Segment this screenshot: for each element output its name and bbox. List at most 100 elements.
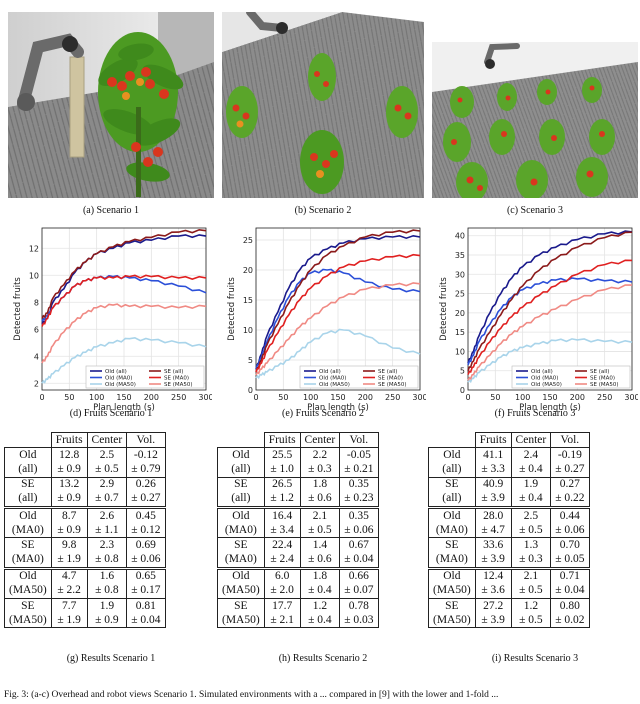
legend-box	[511, 365, 631, 389]
series-line-se-ma0	[467, 259, 633, 375]
cell-mean: 2.3	[86, 537, 127, 553]
cell-mean: 0.70	[550, 537, 590, 553]
row-label: SE	[217, 537, 265, 553]
cell-std: ± 0.8	[86, 583, 127, 599]
cell-mean: 4.7	[50, 566, 88, 584]
cell-mean: 2.9	[86, 476, 127, 492]
row-label: Old	[428, 447, 476, 463]
legend-label-old-ma50: Old (MA50)	[105, 382, 136, 388]
cell-std: ± 0.7	[86, 491, 127, 508]
cell-mean: 1.6	[86, 566, 127, 584]
cell-std: ± 0.5	[510, 523, 551, 538]
results-table-scenario-2: Fruits Center Vol. Old 25.5 2.2 -0.05 (all) ± 1.…	[217, 431, 379, 629]
legend-label-old-all: Old (all)	[105, 369, 127, 375]
plot-frame	[41, 227, 207, 391]
y-tick-label: 10	[455, 347, 465, 356]
cell-mean: 6.0	[263, 566, 301, 584]
x-tick-label: 150	[542, 393, 557, 402]
cell-std: ± 0.79	[126, 462, 166, 478]
caption-results-3: (i) Results Scenario 3	[491, 653, 579, 664]
cell-std: ± 0.27	[550, 462, 590, 478]
cell-std: ± 0.27	[126, 491, 166, 508]
cell-mean: 7.7	[50, 598, 88, 614]
figure-caption: Fig. 3: (a-c) Overhead and robot views S…	[4, 690, 636, 704]
results-table-scenario-3: Fruits Center Vol. Old 41.1 2.4 -0.19 (all) ± 3.…	[428, 431, 590, 629]
y-tick-label: 30	[455, 270, 465, 279]
series-line-se-ma50	[41, 303, 207, 364]
legend-label-se-ma0: SE (MA0)	[590, 376, 615, 382]
x-tick-label: 300	[198, 393, 212, 402]
row-label: (MA0)	[428, 523, 476, 538]
row-label: (all)	[217, 462, 265, 478]
row-label: Old	[4, 566, 52, 584]
cell-std: ± 0.03	[339, 613, 379, 629]
y-tick-label: 10	[29, 271, 39, 280]
row-label: SE	[4, 598, 52, 614]
cell-mean: 27.2	[474, 598, 512, 614]
cell-mean: 12.4	[474, 566, 512, 584]
legend-label-se-ma0: SE (MA0)	[164, 376, 189, 382]
y-tick-label: 15	[455, 328, 465, 337]
y-tick-label: 5	[460, 367, 465, 376]
y-tick-label: 8	[34, 298, 39, 307]
x-tick-label: 300	[412, 393, 426, 402]
series-line-old-ma0	[467, 277, 633, 366]
caption-scenario-1: (a) Scenario 1	[82, 205, 140, 216]
cell-mean: 26.5	[263, 476, 301, 492]
x-tick-label: 200	[358, 393, 373, 402]
cell-mean: -0.12	[126, 447, 166, 463]
cell-mean: 2.5	[86, 447, 127, 463]
legend-label-old-all: Old (all)	[319, 369, 341, 375]
cell-std: ± 0.9	[50, 491, 88, 508]
cell-mean: 0.81	[126, 598, 166, 614]
y-tick-label: 20	[455, 309, 465, 318]
row-label: (MA0)	[4, 523, 52, 538]
column-header: Center	[86, 431, 127, 448]
cell-std: ± 2.0	[263, 583, 301, 599]
row-label: SE	[428, 598, 476, 614]
cell-std: ± 0.02	[550, 613, 590, 629]
x-tick-label: 150	[116, 393, 131, 402]
cell-std: ± 4.7	[474, 523, 512, 538]
cell-std: ± 0.6	[299, 552, 340, 569]
series-line-old-ma50	[255, 328, 421, 380]
cell-std: ± 0.9	[86, 613, 127, 629]
fruits-chart-scenario-1: 2 4 6 8 10 12 0 50 100 150 200 250 300 Plan length (s…	[13, 227, 212, 412]
column-header: Center	[510, 431, 551, 448]
row-label: SE	[217, 598, 265, 614]
cell-mean: 1.9	[86, 598, 127, 614]
y-axis-label: Detected fruits	[227, 277, 237, 341]
row-label: (all)	[428, 462, 476, 478]
series-line-se-all	[41, 228, 207, 319]
cell-mean: 2.2	[299, 447, 340, 463]
row-label: (all)	[4, 491, 52, 508]
row-label: (MA50)	[428, 583, 476, 599]
series-line-old-all	[467, 230, 633, 364]
x-tick-label: 0	[465, 393, 470, 402]
x-axis-label: Plan length (s)	[519, 403, 581, 412]
cell-mean: 1.8	[299, 566, 340, 584]
cell-mean: -0.05	[339, 447, 379, 463]
x-tick-label: 50	[64, 393, 74, 402]
legend-label-se-all: SE (all)	[164, 369, 183, 375]
row-label: Old	[217, 505, 265, 524]
cell-std: ± 0.21	[339, 462, 379, 478]
cell-mean: 0.44	[550, 505, 590, 524]
x-tick-label: 100	[89, 393, 104, 402]
cell-std: ± 1.1	[86, 523, 127, 538]
cell-std: ± 0.4	[299, 583, 340, 599]
y-axis-label: Detected fruits	[439, 277, 449, 341]
caption-fruits-1: (d) Fruits Scenario 1	[69, 408, 153, 419]
row-label: SE	[4, 476, 52, 492]
cell-std: ± 0.3	[299, 462, 340, 478]
y-tick-label: 10	[243, 326, 253, 335]
row-label: (all)	[428, 491, 476, 508]
cell-std: ± 1.0	[263, 462, 301, 478]
cell-std: ± 3.9	[474, 613, 512, 629]
scenario-2-image	[222, 12, 424, 198]
row-label: (all)	[4, 462, 52, 478]
legend-label-se-ma50: SE (MA50)	[378, 382, 407, 388]
column-header: Center	[299, 431, 340, 448]
series-line-se-ma0	[255, 253, 421, 373]
